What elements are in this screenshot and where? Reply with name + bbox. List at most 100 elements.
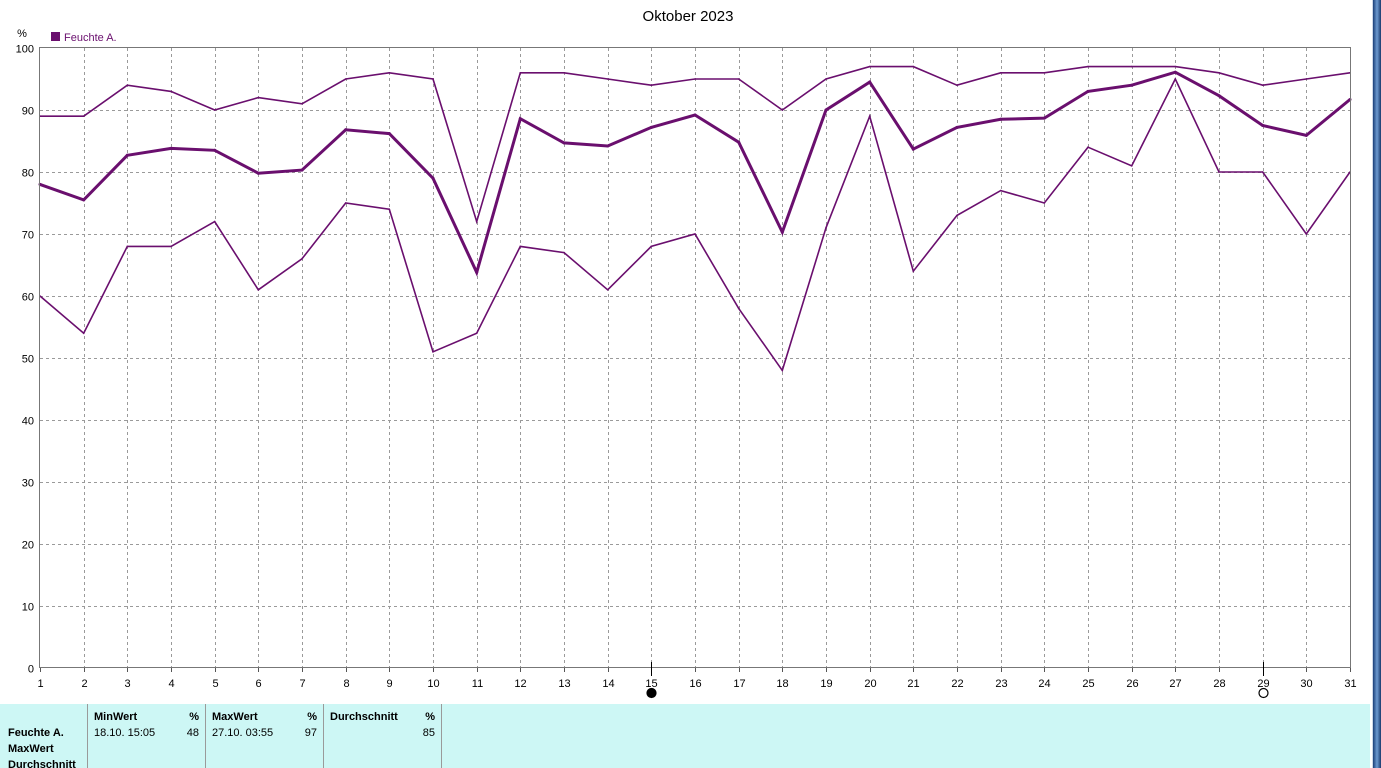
data-point-min: [1130, 165, 1133, 167]
data-point-mean: [1086, 89, 1090, 93]
data-point-max: [1087, 65, 1089, 68]
data-point-mean: [1173, 70, 1177, 74]
data-point-mean: [518, 117, 522, 121]
legend-label: Feuchte A.: [64, 32, 117, 44]
data-point-max: [912, 65, 915, 68]
x-axis: 1 2 3 4 5 6 7 8 9 10 11 12 13 14 15 16 17 18 19 20 21 22 23 24 2…: [37, 668, 1357, 690]
data-point-mean: [737, 140, 741, 144]
data-point-mean: [1261, 124, 1265, 127]
data-point-max: [519, 72, 522, 74]
data-point-min: [1305, 233, 1308, 235]
data-point-min: [170, 245, 172, 248]
column-divider: [205, 704, 206, 768]
y-tick-label: 80: [22, 168, 34, 180]
data-point-max: [1174, 65, 1177, 68]
x-tick-label: 8: [343, 678, 349, 690]
column-divider: [87, 704, 88, 768]
y-axis: 0 10 20 30 40 50 60 70 80 90 100: [16, 44, 34, 676]
data-point-max: [694, 78, 696, 80]
full-moon-icon: [646, 687, 657, 699]
data-point-min: [82, 332, 85, 335]
x-tick-label: 11: [472, 678, 483, 690]
data-point-mean: [169, 146, 173, 150]
data-point-min: [999, 189, 1002, 192]
data-point-max: [781, 109, 784, 111]
column-divider: [441, 704, 442, 768]
x-tick-label: 16: [689, 678, 701, 690]
data-point-min: [432, 351, 434, 353]
x-tick-label: 14: [602, 678, 614, 690]
y-tick-label: 70: [22, 230, 34, 242]
legend-swatch: [51, 32, 60, 41]
date-markers: [646, 662, 1269, 699]
minwert-header: MinWert: [94, 711, 138, 723]
x-tick-label: 1: [37, 678, 43, 690]
data-point-min: [1087, 146, 1089, 148]
new-moon-icon: [1258, 687, 1269, 699]
data-point-mean: [693, 113, 697, 117]
data-point-mean: [911, 147, 915, 151]
maxwert-time: 27.10. 03:55: [212, 727, 274, 739]
x-tick-label: 3: [124, 678, 130, 690]
minwert-value: 48: [186, 727, 199, 739]
data-point-min: [126, 245, 129, 248]
x-tick-label: 25: [1082, 678, 1094, 690]
data-point-mean: [82, 198, 86, 202]
data-point-mean: [300, 168, 304, 172]
data-point-max: [1305, 78, 1308, 80]
x-tick-label: 20: [864, 678, 876, 690]
data-point-max: [82, 115, 85, 117]
data-point-mean: [431, 176, 435, 180]
data-point-max: [737, 78, 740, 80]
data-point-min: [868, 115, 871, 117]
minwert-time: 18.10. 15:05: [94, 727, 156, 739]
y-tick-label: 20: [22, 540, 34, 552]
data-point-mean: [387, 132, 391, 136]
data-point-mean: [1130, 83, 1134, 87]
data-point-max: [432, 78, 434, 80]
data-point-max: [563, 72, 565, 74]
maxwert-unit: %: [307, 711, 317, 723]
data-point-min: [1218, 171, 1220, 173]
column-divider: [323, 704, 324, 768]
background-edge: [1370, 0, 1381, 768]
data-point-max: [999, 72, 1002, 74]
data-point-max: [475, 220, 478, 223]
data-point-min: [257, 289, 260, 291]
data-point-min: [781, 369, 784, 372]
x-tick-label: 31: [1344, 678, 1356, 690]
data-point-max: [301, 103, 303, 105]
data-point-max: [1218, 72, 1220, 74]
maxwert-header: MaxWert: [212, 711, 258, 723]
y-tick-label: 10: [22, 602, 34, 614]
data-point-max: [825, 78, 827, 80]
x-tick-label: 10: [427, 678, 439, 690]
row-label-maxwert: MaxWert: [8, 743, 54, 755]
data-point-max: [650, 84, 653, 86]
data-point-min: [563, 251, 565, 254]
x-tick-label: 22: [951, 678, 963, 690]
row-label-durchschnitt: Durchschnitt: [8, 759, 76, 768]
x-tick-label: 28: [1213, 678, 1225, 690]
y-tick-label: 50: [22, 354, 34, 366]
x-tick-label: 30: [1300, 678, 1312, 690]
x-tick-label: 4: [168, 678, 174, 690]
x-tick-label: 23: [995, 678, 1007, 690]
data-point-mean: [955, 125, 959, 129]
x-tick-label: 24: [1038, 678, 1050, 690]
y-tick-label: 30: [22, 478, 34, 490]
plot-frame: [39, 47, 1351, 668]
data-point-max: [956, 84, 958, 86]
data-point-mean: [606, 144, 610, 148]
data-point-max: [388, 72, 391, 74]
data-point-mean: [824, 108, 828, 112]
data-point-min: [737, 307, 740, 310]
grid: [40, 48, 1350, 668]
data-point-min: [344, 202, 347, 204]
row-label-feuchte: Feuchte A.: [8, 727, 64, 739]
x-tick-label: 18: [776, 678, 788, 690]
data-point-max: [126, 84, 129, 86]
data-point-max: [170, 90, 172, 93]
data-point-mean: [256, 171, 260, 175]
y-tick-label: 0: [28, 664, 34, 676]
